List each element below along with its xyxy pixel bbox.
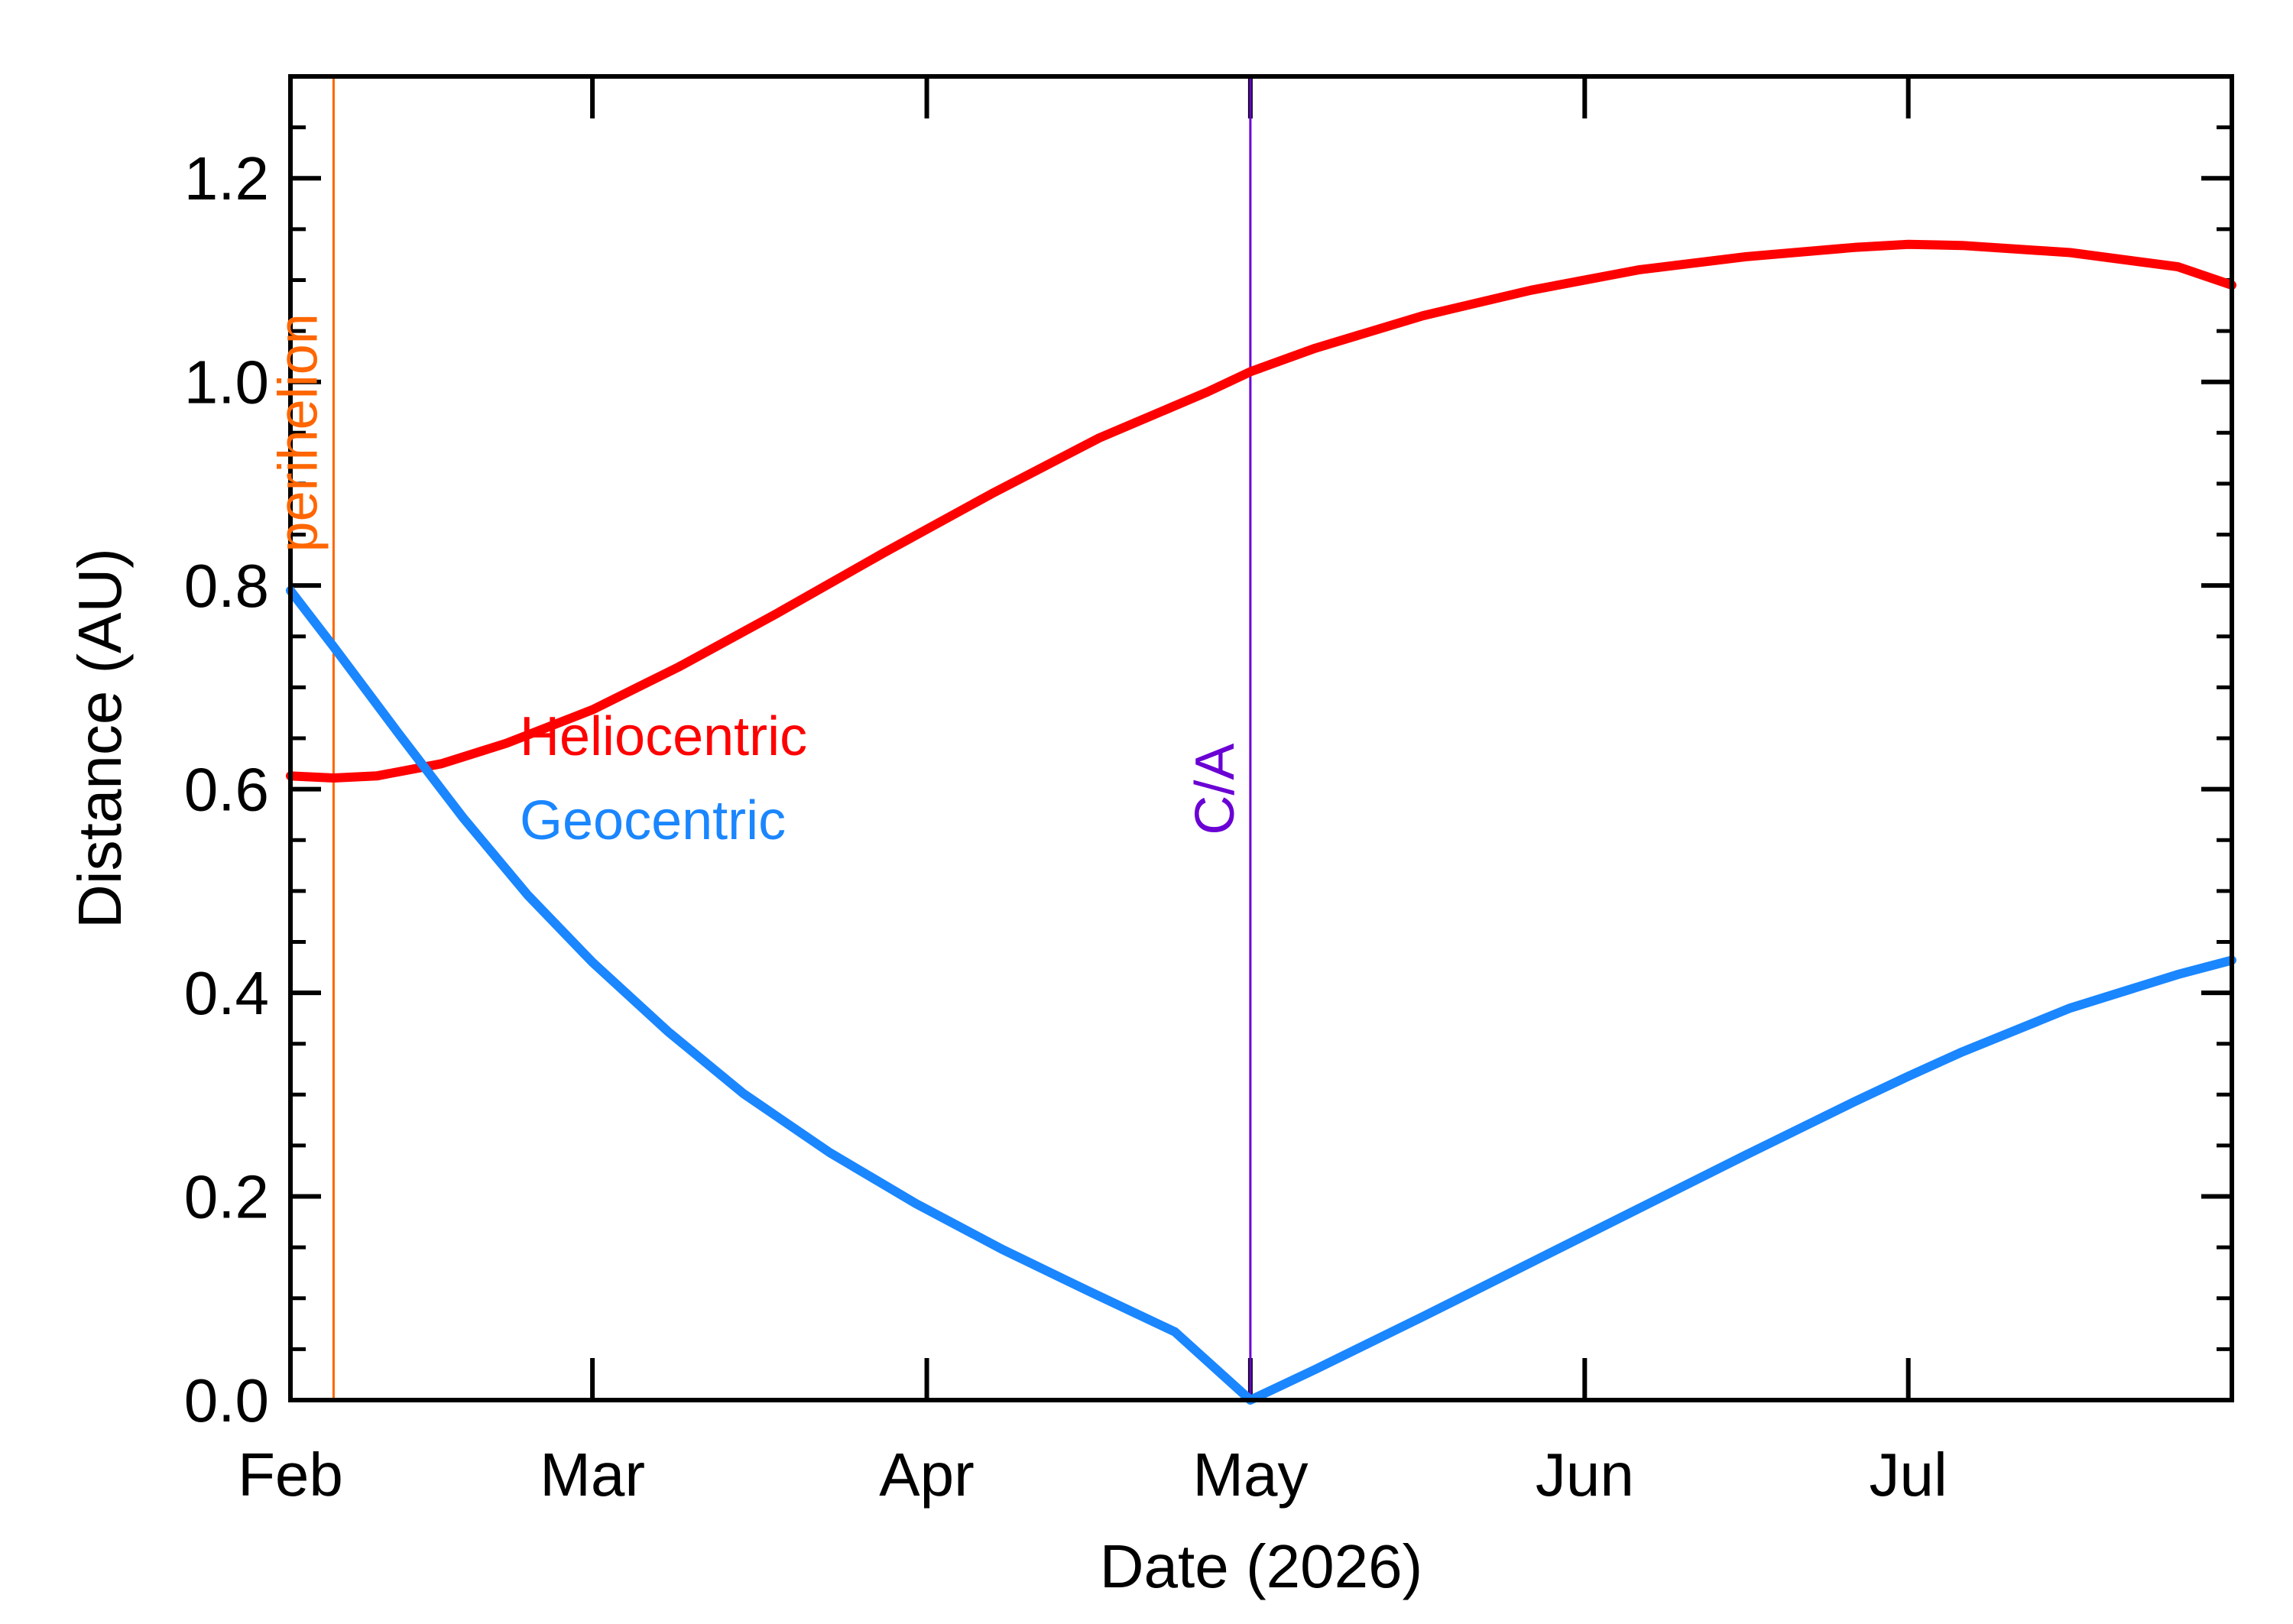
x-tick-label: Feb bbox=[238, 1441, 343, 1509]
y-tick-label: 1.2 bbox=[184, 144, 269, 212]
y-tick-label: 0.0 bbox=[184, 1366, 269, 1434]
y-tick-label: 0.6 bbox=[184, 756, 269, 824]
x-tick-label: Jul bbox=[1870, 1441, 1948, 1509]
y-tick-label: 0.2 bbox=[184, 1163, 269, 1231]
label-layer: 0.0 0.2 0.4 0.6 0.8 1.0 1.2 Feb Mar Apr May Jun Jul p… bbox=[184, 144, 1948, 1509]
x-tick-label: Apr bbox=[879, 1441, 975, 1509]
plot-frame bbox=[288, 74, 2234, 1402]
x-tick-label: May bbox=[1192, 1441, 1308, 1509]
x-axis-title: Date (2026) bbox=[1100, 1532, 1422, 1600]
y-tick-label: 0.8 bbox=[184, 552, 269, 620]
x-tick-label: Jun bbox=[1536, 1441, 1634, 1509]
marker-label: C/A bbox=[1185, 744, 1246, 835]
marker-label: perihelion bbox=[268, 313, 329, 552]
legend-entry: Heliocentric bbox=[520, 706, 807, 767]
series-line-heliocentric bbox=[286, 239, 2236, 783]
y-axis-title: Distance (AU) bbox=[66, 548, 134, 929]
x-tick-label: Mar bbox=[540, 1441, 645, 1509]
y-tick-label: 1.0 bbox=[184, 348, 269, 417]
marker-layer bbox=[332, 76, 1252, 1400]
series-layer bbox=[286, 239, 2236, 1405]
y-tick-label: 0.4 bbox=[184, 959, 269, 1027]
legend-entry: Geocentric bbox=[520, 790, 786, 851]
series-line-geocentric bbox=[286, 585, 2236, 1405]
